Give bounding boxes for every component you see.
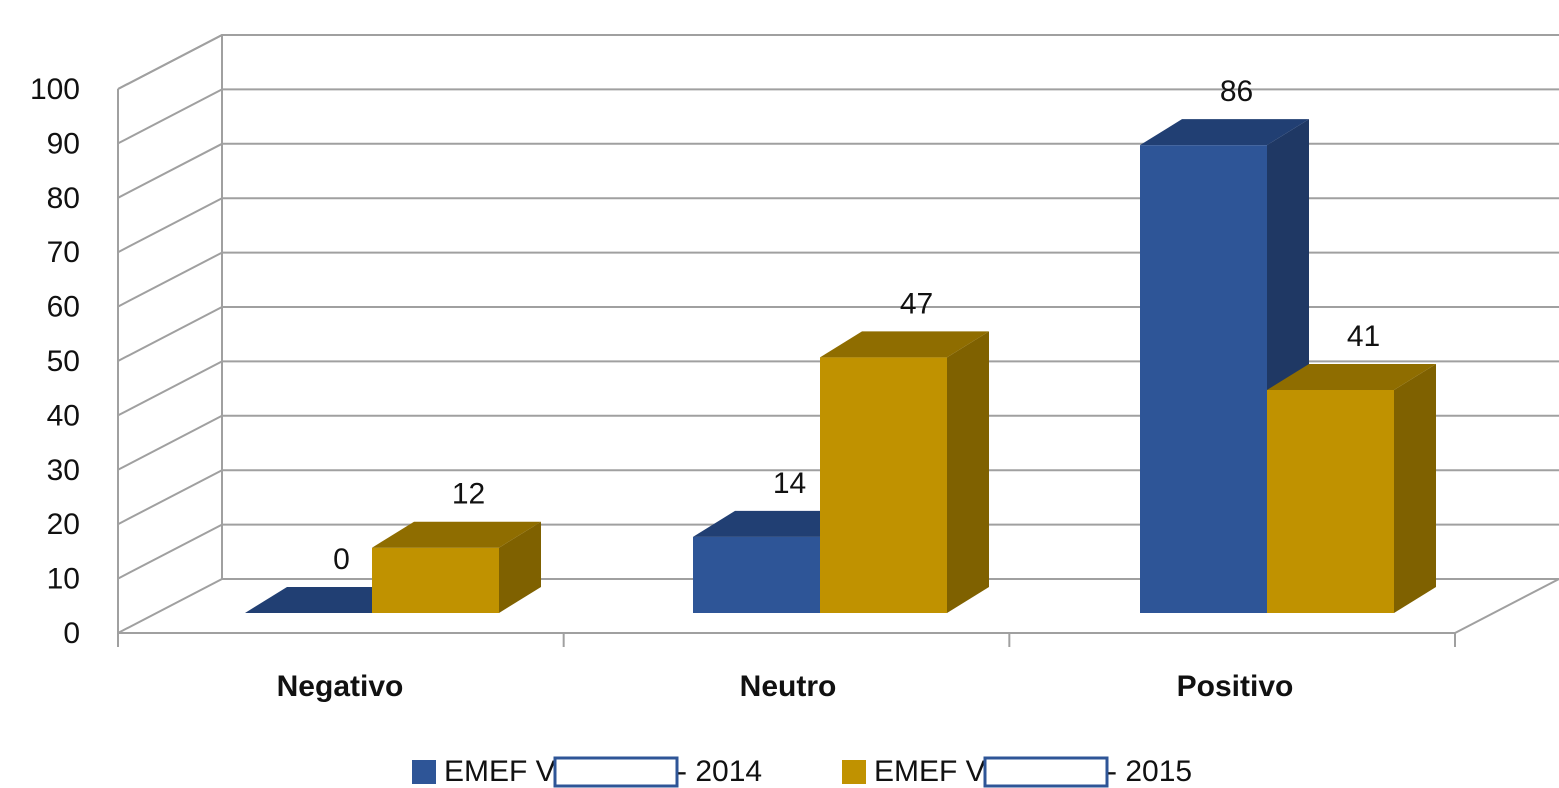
data-label: 47: [900, 287, 933, 320]
gridlines: [117, 34, 1559, 580]
legend-entry-text: EMEF V: [444, 755, 556, 788]
gridline: [117, 251, 1559, 308]
legend-swatch: [412, 760, 436, 784]
bar-front: [372, 547, 499, 613]
y-tick-label: 30: [47, 454, 80, 487]
gridline: [117, 469, 1559, 526]
bar-side: [499, 521, 541, 613]
data-label: 14: [773, 467, 806, 500]
y-axis-ticks: 0 10 20 30 40 50 60 70 80 90 100: [30, 73, 80, 650]
data-label: 12: [452, 478, 485, 511]
y-tick-label: 40: [47, 399, 80, 432]
y-tick-label: 0: [63, 617, 80, 650]
gridline: [117, 414, 1559, 471]
bar-top: [372, 521, 541, 548]
y-tick-label: 50: [47, 345, 80, 378]
gridline-top: [117, 34, 1559, 90]
legend: EMEF V - 2014 EMEF V - 2015: [412, 755, 1192, 788]
gridline: [117, 197, 1559, 254]
category-label: Neutro: [740, 670, 837, 703]
y-tick-label: 10: [47, 563, 80, 596]
gridline: [117, 360, 1559, 417]
y-tick-label: 100: [30, 73, 80, 106]
gridline: [117, 88, 1559, 145]
bar-side: [1394, 363, 1436, 613]
legend-redaction-box: [983, 756, 1109, 788]
data-label: 41: [1347, 320, 1380, 353]
bar-front: [1267, 389, 1394, 613]
bar-top: [1140, 119, 1309, 146]
gridline: [117, 306, 1559, 362]
category-labels: Negativo Neutro Positivo: [277, 670, 1294, 703]
y-tick-label: 70: [47, 236, 80, 269]
x-axis: [117, 632, 1456, 647]
y-tick-label: 60: [47, 291, 80, 324]
data-label: 0: [333, 543, 350, 576]
y-tick-label: 80: [47, 182, 80, 215]
legend-entry-year: - 2014: [677, 755, 762, 788]
bar-top: [245, 587, 414, 613]
legend-entry-text: EMEF V: [874, 755, 986, 788]
bar-top: [820, 331, 989, 358]
bars: [245, 119, 1436, 613]
bar-front: [693, 536, 820, 613]
legend-entry-year: - 2015: [1107, 755, 1192, 788]
legend-redaction-box: [553, 756, 679, 788]
category-label: Negativo: [277, 670, 404, 703]
bar-side: [947, 331, 989, 613]
data-label: 86: [1220, 75, 1253, 108]
gridline: [117, 34, 1559, 90]
y-tick-label: 20: [47, 508, 80, 541]
y-tick-label: 90: [47, 127, 80, 160]
gridline: [117, 523, 1559, 580]
data-labels: 0 12 14 47 86 41: [333, 75, 1380, 576]
legend-swatch: [842, 760, 866, 784]
gridline: [117, 142, 1559, 199]
bar-top: [693, 510, 862, 537]
bar-front: [820, 357, 947, 613]
bar-front: [1140, 145, 1267, 613]
category-label: Positivo: [1177, 670, 1294, 703]
bar-top: [1267, 363, 1436, 390]
